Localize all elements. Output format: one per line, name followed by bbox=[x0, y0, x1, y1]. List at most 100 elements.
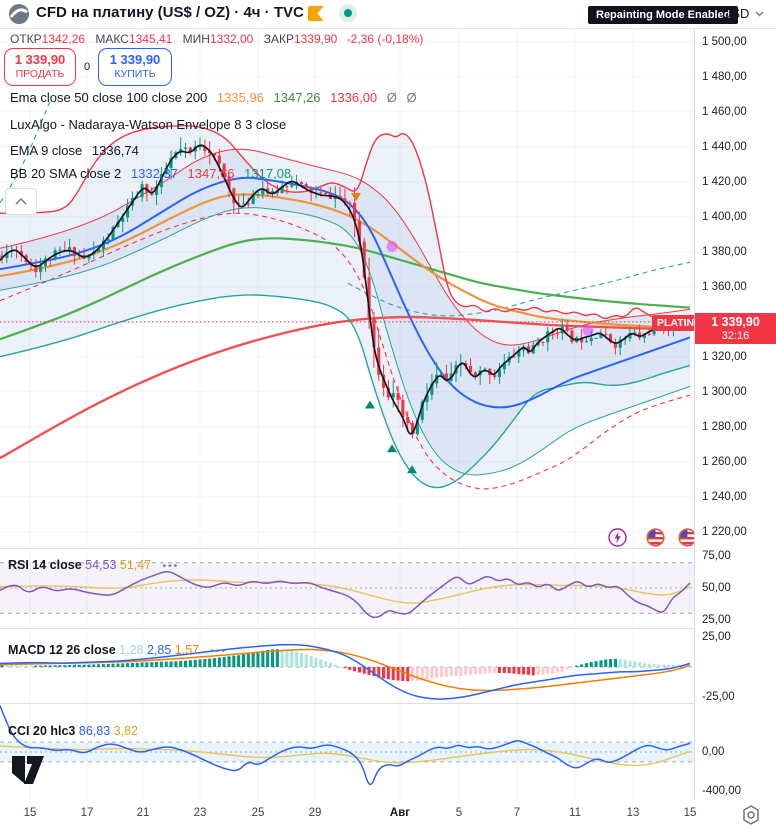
legend-ema-multi-v3: 1336,00 bbox=[330, 90, 378, 105]
legend-rsi-v2: 51,47 bbox=[119, 558, 152, 572]
cci-panel-canvas[interactable] bbox=[0, 703, 694, 800]
current-price-value: 1 339,90 bbox=[711, 315, 760, 329]
time-tick: 13 bbox=[626, 807, 640, 819]
sell-button[interactable]: 1 339,90 ПРОДАТЬ bbox=[4, 48, 76, 86]
open-label: ОТКР bbox=[10, 32, 42, 46]
macd-menu-dots[interactable]: ••• bbox=[210, 646, 228, 657]
price-tick: 1 280,00 bbox=[702, 420, 747, 433]
buy-button[interactable]: 1 339,90 КУПИТЬ bbox=[98, 48, 172, 86]
low-label: МИН bbox=[182, 32, 210, 46]
legend-bb-title: BB 20 SMA close 2 bbox=[10, 166, 122, 181]
symbol-title[interactable]: CFD на платину (US$ / OZ) · 4ч · TVC bbox=[36, 4, 304, 21]
legend-macd-v1: 1,28 bbox=[119, 643, 144, 657]
time-tick: 7 bbox=[513, 807, 521, 819]
sell-price: 1 339,90 bbox=[14, 52, 66, 67]
high-label: МАКС bbox=[95, 32, 129, 46]
main-chart-panel[interactable]: ОТКР1342,26 МАКС1345,41 МИН1332,00 ЗАКР1… bbox=[0, 28, 716, 548]
legend-luxalgo[interactable]: LuxAlgo - Nadaraya-Watson Envelope 8 3 c… bbox=[10, 117, 286, 132]
price-tick: 1 480,00 bbox=[702, 70, 747, 83]
rsi-menu-dots[interactable]: ••• bbox=[162, 561, 180, 572]
collapse-legend-button[interactable] bbox=[5, 188, 37, 215]
buy-signal-marker bbox=[365, 400, 375, 409]
price-tick: 1 260,00 bbox=[702, 455, 747, 468]
legend-ema-multi[interactable]: Ema close 50 close 100 close 200 1335,96… bbox=[10, 90, 417, 105]
price-tick: 25,00 bbox=[702, 613, 731, 626]
legend-rsi[interactable]: RSI 14 close 54,53 51,47 ••• bbox=[8, 558, 179, 572]
close-label: ЗАКР bbox=[263, 32, 294, 46]
delayed-data-flag-icon[interactable] bbox=[308, 6, 324, 21]
price-tick: 1 460,00 bbox=[702, 105, 747, 118]
low-value: 1332,00 bbox=[209, 32, 254, 46]
buy-signal-marker bbox=[387, 444, 397, 453]
price-tick: 50,00 bbox=[702, 582, 731, 594]
legend-macd-v3: 1,57 bbox=[174, 643, 200, 657]
symbol-logo-icon bbox=[9, 4, 29, 24]
lightning-event-icon[interactable] bbox=[608, 528, 627, 547]
legend-cci-v1: 86,83 bbox=[78, 724, 111, 738]
panel-separator[interactable] bbox=[0, 703, 776, 704]
time-tick: 17 bbox=[80, 807, 94, 819]
signal-dot-marker bbox=[582, 324, 594, 336]
legend-bb-v3: 1317,08 bbox=[244, 166, 292, 181]
legend-ema9-title: EMA 9 close bbox=[10, 143, 83, 158]
time-axis[interactable]: 15 17 21 23 25 29 Авг 5 7 11 13 15 bbox=[0, 800, 776, 830]
time-tick: 15 bbox=[23, 807, 37, 819]
legend-ema9-value: 1336,74 bbox=[91, 143, 139, 158]
price-tick: 75,00 bbox=[702, 550, 731, 563]
price-tick: 25,00 bbox=[702, 631, 731, 643]
buy-label: КУПИТЬ bbox=[114, 68, 156, 80]
main-chart-canvas[interactable] bbox=[0, 28, 694, 548]
legend-bb-v2: 1347,66 bbox=[187, 166, 235, 181]
legend-bb[interactable]: BB 20 SMA close 2 1332,37 1347,66 1317,0… bbox=[10, 166, 291, 181]
high-value: 1345,41 bbox=[128, 32, 173, 46]
legend-macd-title: MACD 12 26 close bbox=[8, 643, 116, 657]
ohlc-row: ОТКР1342,26 МАКС1345,41 МИН1332,00 ЗАКР1… bbox=[10, 32, 423, 46]
time-tick: 11 bbox=[569, 807, 581, 819]
price-tick: 1 360,00 bbox=[702, 280, 747, 293]
change-value: -2,36 (-0,18%) bbox=[346, 32, 424, 46]
rsi-panel-canvas[interactable] bbox=[0, 548, 694, 628]
macd-panel-canvas[interactable] bbox=[0, 628, 694, 703]
price-tick: 0,00 bbox=[702, 746, 725, 758]
price-tick: 1 440,00 bbox=[702, 140, 747, 153]
trade-widget: 1 339,90 ПРОДАТЬ 0 1 339,90 КУПИТЬ bbox=[4, 48, 172, 86]
us-flag-event-icon[interactable] bbox=[646, 528, 665, 547]
price-tick: 1 320,00 bbox=[702, 350, 747, 363]
spread-value: 0 bbox=[83, 61, 91, 73]
legend-rsi-v1: 54,53 bbox=[85, 558, 117, 572]
price-tick: 1 240,00 bbox=[702, 490, 747, 503]
us-flag-event-icon[interactable] bbox=[678, 528, 697, 547]
bar-countdown: 32:16 bbox=[721, 330, 750, 342]
legend-rsi-title: RSI 14 close bbox=[8, 558, 82, 572]
open-value: 1342,26 bbox=[41, 32, 86, 46]
legend-macd[interactable]: MACD 12 26 close 1,28 2,85 1,57 ••• bbox=[8, 643, 227, 657]
legend-luxalgo-title: LuxAlgo - Nadaraya-Watson Envelope 8 3 c… bbox=[10, 117, 287, 132]
legend-ema-multi-title: Ema close 50 close 100 close 200 bbox=[10, 90, 208, 105]
symbol-header: CFD на платину (US$ / OZ) · 4ч · TVC Rep… bbox=[0, 0, 776, 29]
legend-ema-multi-v5: Ø bbox=[406, 90, 417, 105]
chevron-down-icon bbox=[755, 10, 764, 17]
panel-separator[interactable] bbox=[0, 628, 776, 629]
sell-label: ПРОДАТЬ bbox=[15, 68, 65, 80]
sell-signal-marker bbox=[351, 192, 361, 201]
price-tick: 1 380,00 bbox=[702, 245, 747, 258]
legend-cci[interactable]: CCI 20 hlc3 86,83 3,82 bbox=[8, 724, 138, 738]
time-tick: 23 bbox=[193, 807, 207, 819]
legend-ema9[interactable]: EMA 9 close 1336,74 bbox=[10, 143, 139, 158]
timezone-settings-icon[interactable] bbox=[740, 804, 762, 826]
currency-selector[interactable]: USD bbox=[722, 6, 764, 21]
legend-cci-v2: 3,82 bbox=[113, 724, 138, 738]
price-axis[interactable]: 1 339,90 32:16 1 500,00 1 480,00 1 460,00 1… bbox=[694, 28, 776, 800]
legend-cci-title: CCI 20 hlc3 bbox=[8, 724, 76, 738]
tradingview-logo[interactable] bbox=[10, 752, 48, 790]
legend-ema-multi-v4: Ø bbox=[386, 90, 397, 105]
market-status-icon[interactable] bbox=[339, 4, 357, 22]
panel-separator[interactable] bbox=[0, 548, 776, 549]
signal-dot-marker bbox=[386, 240, 398, 252]
legend-macd-v2: 2,85 bbox=[147, 643, 172, 657]
price-tick: 1 500,00 bbox=[702, 35, 747, 48]
legend-ema-multi-v1: 1335,96 bbox=[216, 90, 264, 105]
price-tick: 1 420,00 bbox=[702, 175, 747, 188]
price-tick: 1 400,00 bbox=[702, 210, 747, 223]
close-value: 1339,90 bbox=[293, 32, 338, 46]
